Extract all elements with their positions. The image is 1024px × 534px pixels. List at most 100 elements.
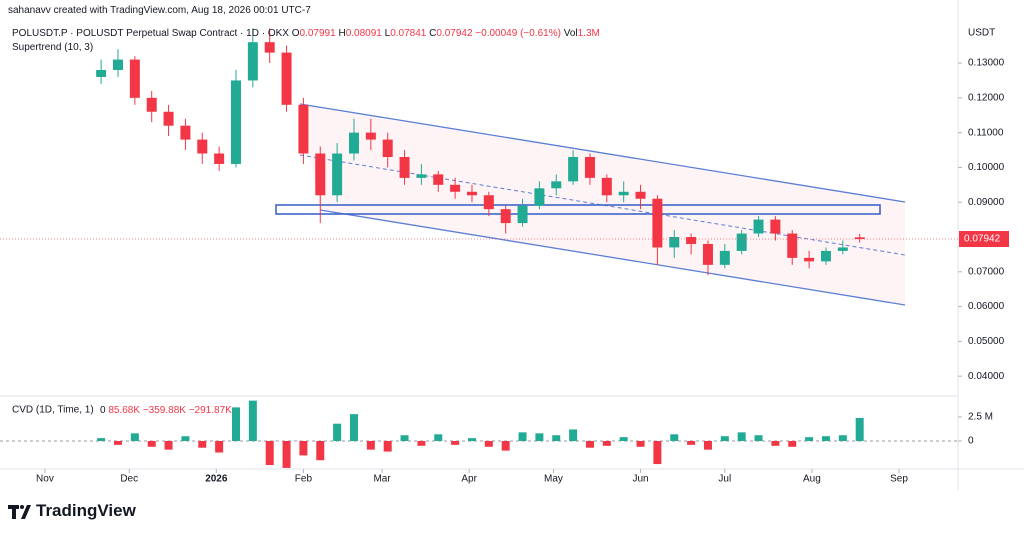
cvd-title: CVD (1D, Time, 1) — [12, 405, 94, 416]
cvd-bar — [788, 441, 797, 447]
x-tick-label: 2026 — [205, 474, 228, 485]
candle-body — [433, 174, 444, 185]
candle-body — [146, 97, 157, 112]
vol-label: Vol — [563, 28, 578, 39]
cvd-bar — [451, 441, 460, 445]
cvd-bar — [670, 434, 679, 442]
last-price-box — [959, 231, 1009, 248]
cvd-value: −359.88K — [142, 405, 186, 416]
candle-body — [180, 125, 191, 140]
last-price-label: 0.07942 — [964, 234, 1001, 245]
cvd-bar — [113, 441, 122, 445]
x-tick-label: Jul — [718, 474, 731, 485]
brand-logo — [8, 505, 31, 519]
x-tick-label: Mar — [373, 474, 391, 485]
candle-body — [551, 181, 562, 189]
candle-body — [230, 80, 241, 164]
cvd-bar — [552, 435, 561, 442]
candle-body — [112, 59, 123, 71]
cvd-bar — [248, 400, 257, 442]
brand: TradingView — [36, 501, 136, 520]
candle-body — [686, 237, 697, 244]
y-tick-label: 0.11000 — [968, 127, 1004, 138]
candle-body — [534, 188, 545, 206]
candle-body — [787, 233, 798, 258]
l-value: 0.07841 — [390, 28, 427, 39]
x-tick-label: Nov — [36, 474, 54, 485]
cvd-bar — [569, 429, 578, 442]
cvd-value: −291.87K — [188, 405, 232, 416]
candle-body — [500, 209, 511, 224]
cvd-bar — [737, 432, 746, 442]
candle-body — [348, 132, 359, 154]
cvd-bar — [282, 441, 291, 468]
candle-body — [854, 237, 865, 240]
cvd-bar — [619, 437, 628, 442]
candle-body — [315, 153, 326, 196]
channel-upper — [299, 103, 906, 203]
c-value: 0.07942 — [436, 28, 473, 39]
cvd-bar — [198, 441, 207, 448]
cvd-bar — [316, 441, 325, 461]
candle-body — [332, 153, 343, 196]
x-tick-label: Apr — [461, 474, 477, 485]
candle-body — [517, 205, 528, 224]
candle-body — [568, 156, 579, 182]
cvd-bar — [771, 441, 780, 446]
support-zone — [275, 204, 881, 215]
candle-body — [702, 243, 713, 265]
candle-body — [214, 153, 225, 164]
symbol-line: POLUSDT.P · POLUSDT Perpetual Swap Contr… — [12, 28, 600, 39]
candle-body — [247, 42, 258, 81]
candle-body — [129, 59, 140, 98]
x-tick-label: Feb — [295, 474, 313, 485]
y-tick-label: 0.07000 — [968, 266, 1005, 277]
indicator: Supertrend (10, 3) — [12, 42, 94, 53]
x-tick-label: Jun — [632, 474, 648, 485]
x-tick-label: Sep — [890, 474, 908, 485]
cvd-value: 0 — [100, 405, 106, 416]
channel-lower — [319, 209, 906, 306]
cvd-bar — [602, 441, 611, 446]
candle-body — [281, 52, 292, 105]
y-tick-label: 0.04000 — [968, 371, 1005, 382]
candle-body — [416, 174, 427, 178]
y-tick-label: 0.10000 — [968, 162, 1005, 173]
candle-body — [466, 191, 477, 196]
candle-body — [450, 184, 461, 192]
cvd-bar — [147, 441, 156, 447]
currency: USDT — [968, 28, 995, 39]
cvd-bar — [333, 423, 342, 442]
change: −0.00049 (−0.61%) — [475, 28, 561, 39]
cvd-bar — [231, 407, 240, 442]
cvd-bar — [299, 441, 308, 456]
credit: sahanavv created with TradingView.com, A… — [8, 5, 311, 16]
candle-body — [197, 139, 208, 154]
cvd-bar — [434, 434, 443, 442]
y-tick-label: 0.06000 — [968, 301, 1005, 312]
x-tick-label: May — [544, 474, 563, 485]
symbol: POLUSDT.P · POLUSDT Perpetual Swap Contr… — [12, 28, 289, 39]
candle-body — [382, 139, 393, 157]
cvd-bar — [821, 436, 830, 442]
candle-body — [264, 42, 275, 53]
candle-body — [820, 250, 831, 262]
candle-body — [399, 156, 410, 178]
cvd-bar — [585, 441, 594, 448]
cvd-bar — [838, 435, 847, 442]
candle-body — [618, 191, 629, 196]
channel-mid — [299, 154, 906, 256]
cvd-bar — [97, 438, 106, 442]
candle-body — [635, 191, 646, 199]
candle-body — [753, 219, 764, 234]
cvd-bar — [754, 435, 763, 442]
cvd-tick-label: 2.5 M — [968, 412, 993, 423]
cvd-bar — [215, 441, 224, 453]
x-tick-label: Aug — [803, 474, 821, 485]
candle-body — [483, 195, 494, 210]
c-label: C — [429, 28, 437, 39]
cvd-bar — [467, 438, 476, 442]
cvd-bar — [653, 441, 662, 465]
cvd-tick-label: 0 — [968, 436, 974, 447]
